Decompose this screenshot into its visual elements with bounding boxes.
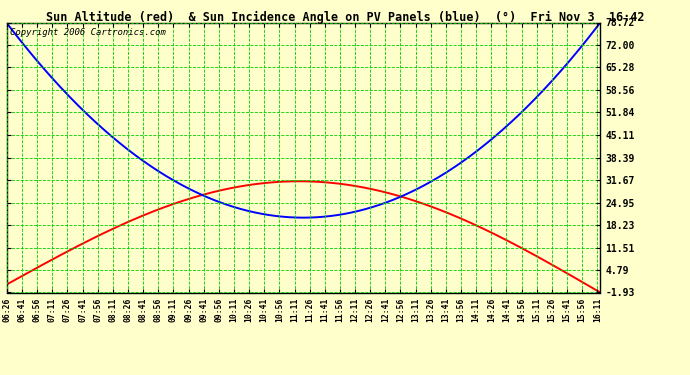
Text: Copyright 2006 Cartronics.com: Copyright 2006 Cartronics.com	[10, 28, 166, 37]
Text: Sun Altitude (red)  & Sun Incidence Angle on PV Panels (blue)  (°)  Fri Nov 3  1: Sun Altitude (red) & Sun Incidence Angle…	[46, 11, 644, 24]
